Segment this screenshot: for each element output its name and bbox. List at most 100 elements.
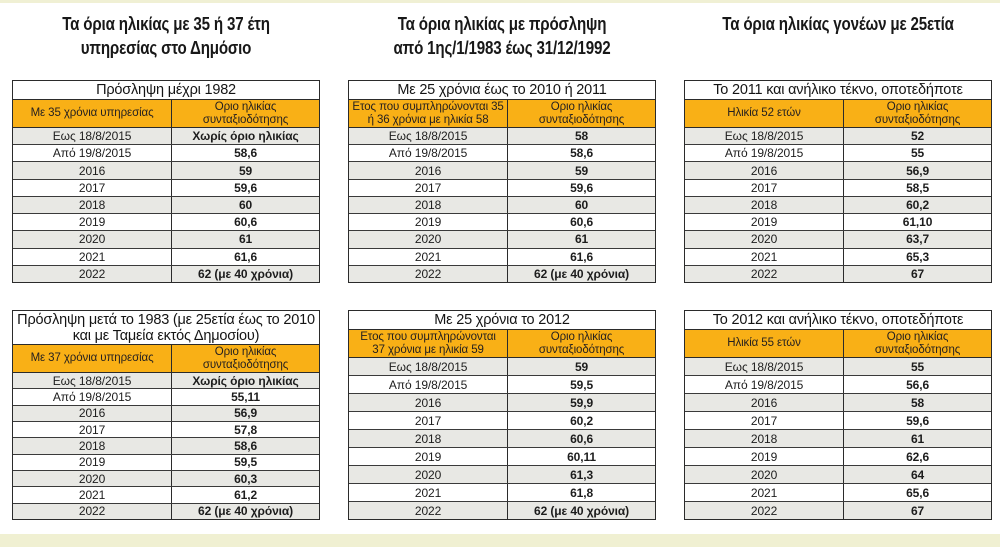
table-row: 2017 59,6: [349, 179, 655, 197]
table-col1-header: Ετος που συμπληρώνονται 37 χρόνια με ηλι…: [349, 330, 509, 357]
row-label: 2021: [13, 248, 173, 265]
row-value: 58,5: [906, 180, 930, 195]
table-row: Εως 18/8/2015 58: [349, 128, 655, 146]
row-value: 62 (με 40 χρόνια): [534, 503, 630, 518]
row-label: 2016: [685, 394, 845, 411]
table-header-row: Ετος που συμπληρώνονται 37 χρόνια με ηλι…: [349, 330, 655, 358]
row-value: 60,6: [234, 215, 258, 230]
row-value: 60,2: [906, 197, 930, 212]
row-value: 61: [910, 431, 925, 446]
table-col2-header: Οριο ηλικίας συνταξιοδότησης: [202, 346, 289, 371]
row-label: 2021: [349, 484, 509, 501]
table-col2-header: Οριο ηλικίας συνταξιοδότησης: [874, 101, 961, 126]
row-value: 65,6: [906, 485, 930, 500]
row-value: 62 (με 40 χρόνια): [198, 266, 294, 281]
row-label: 2020: [349, 466, 509, 483]
row-label: 2019: [13, 454, 173, 470]
table-col2-header: Οριο ηλικίας συνταξιοδότησης: [874, 331, 961, 356]
table-row: 2018 60: [13, 196, 319, 215]
table-title: Με 25 χρόνια το 2012: [349, 311, 655, 330]
section-title-parents-25-years: Τα όρια ηλικίας γονέων με 25ετία: [722, 14, 954, 34]
table-row: 2022 67: [685, 502, 991, 519]
row-value: 59,9: [570, 395, 594, 410]
row-label: 2021: [349, 248, 509, 265]
row-value: 60: [574, 197, 589, 212]
table-row: 2016 56,9: [685, 162, 991, 180]
row-label: 2016: [13, 162, 173, 179]
row-value: 64: [910, 467, 925, 482]
row-label: Από 19/8/2015: [349, 376, 509, 393]
row-label: Από 19/8/2015: [685, 376, 845, 393]
row-label: 2022: [13, 503, 173, 519]
row-label: 2016: [685, 162, 845, 179]
row-label: 2018: [685, 430, 845, 447]
table-header-row: Με 35 χρόνια υπηρεσίας Οριο ηλικίας συντ…: [13, 100, 319, 128]
table-row: 2018 61: [685, 430, 991, 448]
table-col1-header: Ετος που συμπληρώνονται 35 ή 36 χρόνια μ…: [349, 100, 509, 127]
row-value: 65,3: [906, 249, 930, 264]
row-value: 58,6: [570, 146, 594, 161]
row-value: 60,3: [234, 471, 258, 486]
row-label: Εως 18/8/2015: [685, 358, 845, 375]
table-header-row: Ηλικία 52 ετών Οριο ηλικίας συνταξιοδότη…: [685, 100, 991, 128]
table-hired-until-1982: Πρόσληψη μέχρι 1982 Με 35 χρόνια υπηρεσί…: [12, 80, 320, 283]
row-value: 56,9: [234, 406, 258, 421]
table-col1-header: Ηλικία 52 ετών: [685, 100, 845, 127]
row-label: 2022: [685, 265, 845, 282]
row-label: Από 19/8/2015: [13, 145, 173, 162]
row-label: 2017: [13, 179, 173, 196]
row-value: 61,10: [902, 215, 933, 230]
row-label: 2019: [349, 214, 509, 231]
row-value: 62,6: [906, 449, 930, 464]
row-value: 55: [910, 146, 925, 161]
table-body: Εως 18/8/2015 52 Από 19/8/2015 55 2016 56,9 20…: [685, 128, 991, 282]
table-row: 2018 60,2: [685, 196, 991, 215]
table-row: Από 19/8/2015 58,6: [13, 145, 319, 163]
row-value: 55: [910, 359, 925, 374]
table-body: Εως 18/8/2015 Χωρίς όριο ηλικίας Από 19/8/…: [13, 128, 319, 282]
row-label: Από 19/8/2015: [349, 145, 509, 162]
table-row: Εως 18/8/2015 55: [685, 358, 991, 376]
row-value: 60,6: [570, 431, 594, 446]
row-value: 61: [574, 232, 589, 247]
table-row: 2018 60: [349, 196, 655, 215]
row-label: 2019: [685, 214, 845, 231]
row-label: 2018: [349, 430, 509, 447]
row-label: Από 19/8/2015: [13, 389, 173, 405]
table-row: 2021 65,6: [685, 484, 991, 502]
table-row: 2021 65,3: [685, 248, 991, 266]
table-col2-header: Οριο ηλικίας συνταξιοδότησης: [538, 101, 625, 126]
table-row: Από 19/8/2015 58,6: [349, 145, 655, 163]
row-label: 2022: [13, 265, 173, 282]
table-row: 2019 61,10: [685, 214, 991, 232]
table-row: 2022 62 (με 40 χρόνια): [13, 265, 319, 282]
row-value: 61: [238, 232, 253, 247]
section-title-public-sector: Τα όρια ηλικίας με 35 ή 37 έτη υπηρεσίας…: [62, 14, 270, 58]
table-col1-header: Με 35 χρόνια υπηρεσίας: [13, 100, 173, 127]
table-row: 2018 60,6: [349, 430, 655, 448]
table-row: 2018 58,6: [13, 438, 319, 455]
row-value: 59: [574, 359, 589, 374]
row-value: 62 (με 40 χρόνια): [534, 266, 630, 281]
table-2012-minor-child: Το 2012 και ανήλικο τέκνο, οποτεδήποτε Η…: [684, 310, 992, 520]
table-body: Εως 18/8/2015 59 Από 19/8/2015 59,5 2016 59,9…: [349, 358, 655, 519]
row-value: 59: [574, 163, 589, 178]
row-value: 60,6: [570, 215, 594, 230]
row-label: 2017: [349, 179, 509, 196]
table-2011-minor-child: Το 2011 και ανήλικο τέκνο, οποτεδήποτε Η…: [684, 80, 992, 283]
table-row: 2021 61,6: [13, 248, 319, 266]
row-label: Από 19/8/2015: [685, 145, 845, 162]
table-row: Εως 18/8/2015 Χωρίς όριο ηλικίας: [13, 128, 319, 146]
row-label: 2020: [349, 231, 509, 248]
row-value: 59,6: [906, 413, 930, 428]
row-label: 2016: [349, 162, 509, 179]
row-label: 2018: [13, 196, 173, 214]
row-value: 67: [910, 266, 925, 281]
table-header-row: Ηλικία 55 ετών Οριο ηλικίας συνταξιοδότη…: [685, 330, 991, 358]
table-row: 2022 67: [685, 265, 991, 282]
row-label: 2020: [685, 231, 845, 248]
table-row: 2019 60,6: [349, 214, 655, 232]
row-value: 59,6: [234, 180, 258, 195]
row-value: 61,6: [234, 249, 258, 264]
row-label: 2018: [13, 438, 173, 454]
